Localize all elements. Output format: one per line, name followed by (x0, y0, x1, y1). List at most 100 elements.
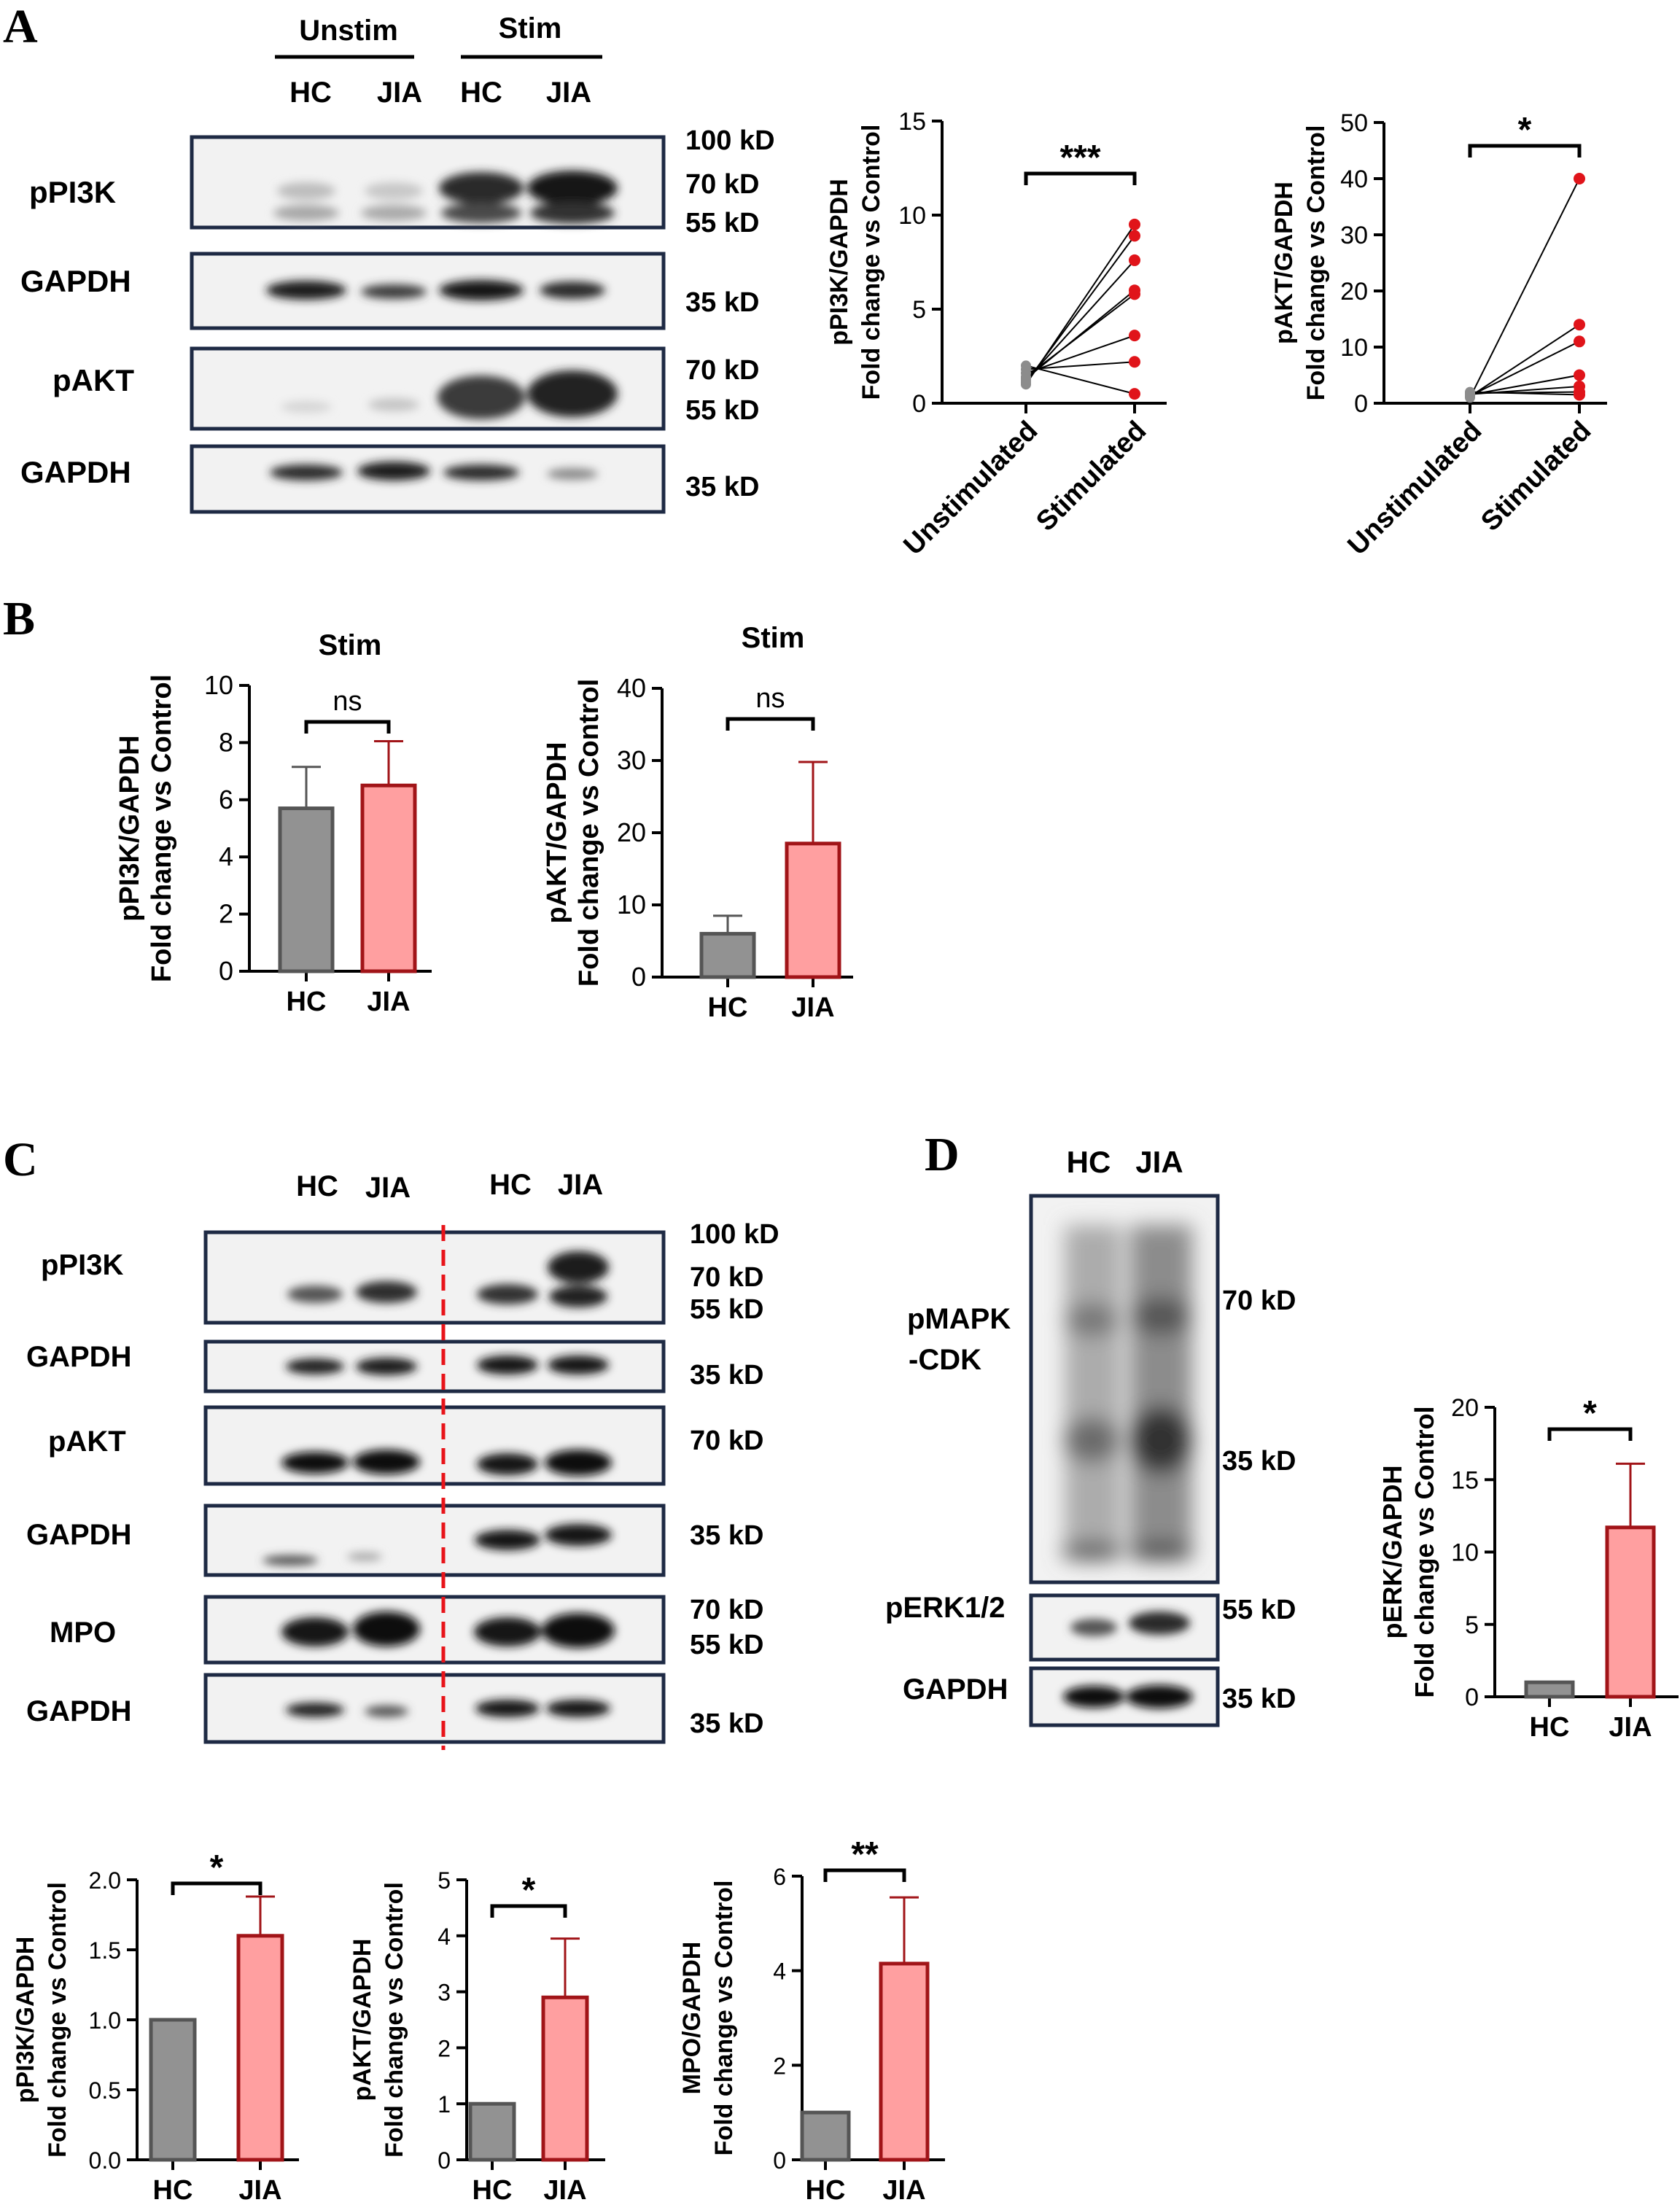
point-unstimulated (1021, 360, 1031, 371)
y-tick-label: 2.0 (89, 1867, 121, 1894)
x-tick-label: HC (472, 2175, 513, 2205)
point-stimulated (1129, 254, 1140, 266)
y-axis-label: pPI3K/GAPDH (114, 735, 145, 921)
y-axis-label: Fold change vs Control (147, 674, 177, 982)
chart-title: Stim (319, 629, 382, 661)
blot-d-marker: 35 kD (1222, 1684, 1296, 1714)
panel-label-c: C (3, 1133, 38, 1186)
paired-line (1025, 365, 1135, 395)
blot-d-lane: HC (1067, 1145, 1111, 1179)
blot-c-lane: JIA (365, 1172, 411, 1204)
y-tick-label: 15 (898, 108, 926, 136)
blot-c-label: pPI3K (41, 1249, 123, 1281)
significance-label: * (1583, 1394, 1597, 1433)
significance-label: * (522, 1871, 536, 1910)
y-axis-label: pPI3K/GAPDH (12, 1937, 39, 2104)
blot-d-label: pERK1/2 (885, 1592, 1006, 1624)
y-tick-label: 6 (219, 785, 233, 814)
y-tick-label: 4 (773, 1959, 786, 1985)
blot-c: HC JIA HC JIA pPI3K GAPDH pAKT GAPDH MPO… (26, 1169, 779, 1750)
blot-d-label: GAPDH (903, 1673, 1008, 1706)
point-stimulated (1129, 330, 1140, 342)
blot-a-lane: HC (460, 77, 502, 109)
paired-line (1469, 374, 1580, 396)
paired-line (1025, 335, 1135, 374)
point-stimulated (1129, 218, 1140, 230)
significance-bracket (171, 1881, 262, 1895)
chart-title: Stim (742, 622, 805, 654)
x-tick-label: JIA (882, 2175, 925, 2205)
y-tick-label: 2 (438, 2035, 451, 2061)
blot-d-marker: 55 kD (1222, 1595, 1296, 1625)
paired-line (1025, 361, 1135, 370)
point-unstimulated (1465, 386, 1475, 397)
y-tick-label: 10 (898, 202, 926, 230)
blot-a-label: GAPDH (20, 455, 131, 489)
y-tick-label: 0 (1465, 1684, 1479, 1711)
y-axis-label: pAKT/GAPDH (542, 742, 572, 923)
y-tick-label: 2 (219, 899, 233, 929)
y-tick-label: 5 (438, 1867, 451, 1894)
significance-bracket (726, 717, 815, 731)
y-tick-label: 1.0 (89, 2007, 121, 2034)
blot-a-marker: 35 kD (685, 287, 759, 318)
bar (785, 841, 841, 979)
blot-c-label: pAKT (48, 1426, 126, 1458)
blot-c-lane: JIA (558, 1169, 603, 1201)
blot-d-marker: 70 kD (1222, 1286, 1296, 1316)
blot-c-marker: 35 kD (690, 1360, 763, 1391)
y-tick-label: 20 (1451, 1394, 1479, 1422)
paired-line (1025, 293, 1135, 378)
y-tick-label: 0 (219, 956, 233, 986)
blot-c-label: MPO (50, 1617, 116, 1649)
blot-a-marker: 55 kD (685, 208, 759, 238)
blot-c-marker: 35 kD (690, 1520, 763, 1551)
y-tick-label: 0 (438, 2147, 451, 2174)
significance-label: * (210, 1848, 224, 1887)
panel-label-a: A (3, 0, 38, 53)
y-axis-label: Fold change vs Control (1302, 125, 1330, 401)
paired-line (1469, 324, 1580, 397)
blot-a-lane: JIA (546, 77, 591, 109)
point-stimulated (1129, 288, 1140, 300)
y-tick-label: 0 (1354, 390, 1368, 418)
blot-c-marker: 100 kD (690, 1219, 779, 1250)
blot-d-label: pMAPK (907, 1303, 1011, 1335)
y-axis-label: Fold change vs Control (44, 1882, 71, 2158)
significance-bracket (1468, 144, 1582, 158)
significance-bracket (490, 1904, 567, 1918)
blot-c-marker: 70 kD (690, 1426, 763, 1456)
point-stimulated (1574, 389, 1585, 401)
significance-bracket (1547, 1427, 1633, 1441)
x-tick-label: Unstimulated (898, 416, 1043, 561)
blot-strip (1029, 1593, 1220, 1662)
blot-c-marker: 55 kD (690, 1630, 763, 1660)
blot-a-marker: 35 kD (685, 472, 759, 502)
bar (541, 1995, 589, 2162)
bar (1524, 1680, 1575, 1699)
paired-line (1025, 289, 1135, 380)
point-stimulated (1574, 173, 1585, 184)
y-tick-label: 0.0 (89, 2147, 121, 2174)
bar (1605, 1525, 1656, 1699)
point-stimulated (1129, 230, 1140, 242)
y-axis-label: pAKT/GAPDH (349, 1939, 376, 2101)
y-tick-label: 50 (1340, 109, 1368, 137)
y-tick-label: 2 (773, 2053, 786, 2079)
significance-label: ** (851, 1835, 879, 1874)
y-axis-label: MPO/GAPDH (678, 1942, 706, 2095)
y-tick-label: 10 (1451, 1539, 1479, 1567)
bar (278, 806, 335, 973)
y-tick-label: 30 (617, 745, 646, 775)
x-tick-label: JIA (543, 2175, 586, 2205)
significance-bracket (823, 1868, 906, 1882)
blot-a-marker: 55 kD (685, 395, 759, 426)
y-tick-label: 0 (773, 2147, 786, 2174)
x-tick-label: JIA (791, 992, 834, 1023)
paired-line (1469, 391, 1580, 396)
bar (800, 2110, 851, 2162)
x-tick-label: JIA (1609, 1712, 1652, 1743)
